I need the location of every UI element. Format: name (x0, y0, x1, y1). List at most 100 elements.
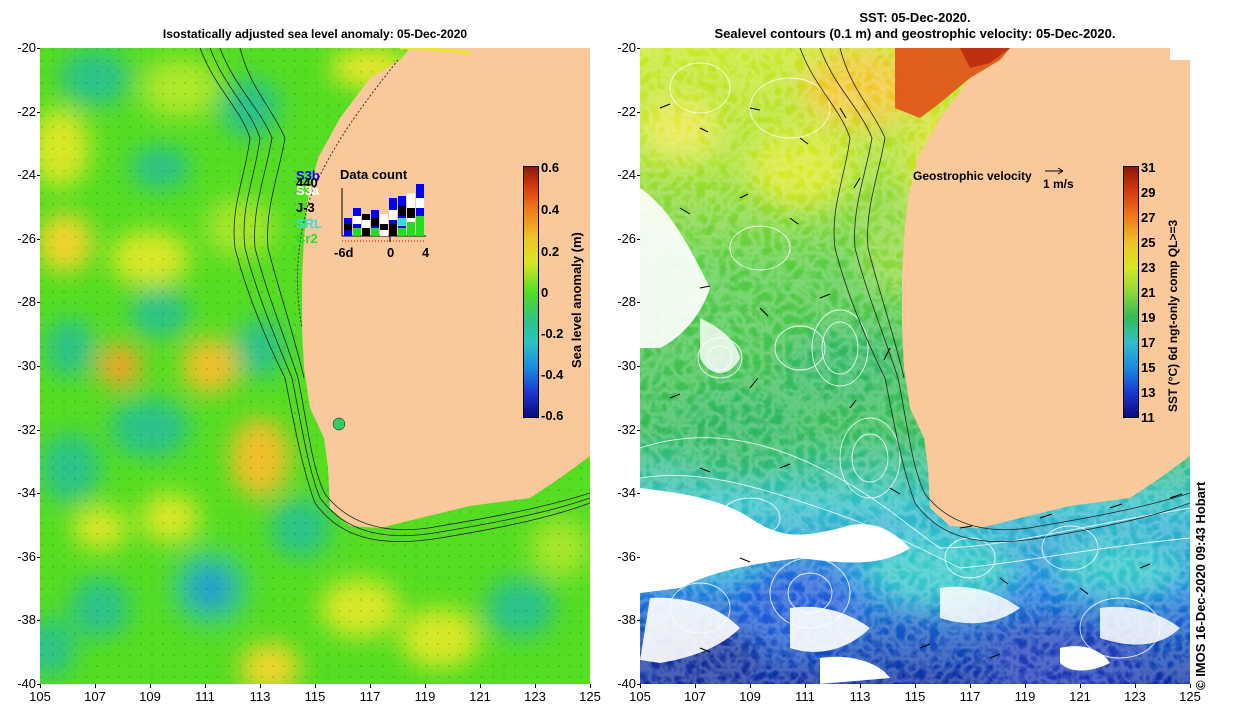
right-lat-tick-label: -20 (617, 40, 636, 55)
data-count-title: Data count (340, 167, 408, 182)
left-lat-tick-label: -34 (17, 485, 36, 501)
right-lat-tick (637, 302, 640, 304)
sla-cbar-tick: 0.4 (541, 202, 560, 217)
sst-cbar-tick: 11 (1141, 410, 1155, 425)
right-lon-tick (1135, 684, 1136, 688)
left-lon-tick (40, 684, 41, 688)
sst-cbar-tick: 25 (1141, 235, 1156, 250)
left-lon-tick (425, 684, 426, 688)
right-lat-tick-label: -30 (617, 358, 636, 373)
left-lat-tick (37, 111, 40, 113)
left-lon-tick (205, 684, 206, 688)
left-lon-tick (150, 684, 151, 688)
data-count-bars (344, 184, 424, 236)
velocity-legend-scale: 1 m/s (1043, 177, 1074, 191)
right-lat-tick-label: -34 (617, 485, 636, 501)
legend-j3: J-3 (296, 200, 315, 215)
right-lon-tick-label: 119 (1014, 689, 1036, 704)
data-count-total: 440 (296, 175, 318, 190)
sst-map-svg (640, 48, 1190, 684)
left-lon-tick-label: 121 (469, 689, 491, 704)
right-lat-tick (637, 493, 640, 495)
tide-gauge-marker (332, 417, 346, 431)
sst-cbar-tick: 15 (1141, 360, 1156, 375)
left-lon-tick (480, 684, 481, 688)
left-lat-tick-label: -22 (17, 103, 36, 119)
sst-cbar-tick: 23 (1141, 260, 1156, 275)
right-lon-tick (640, 684, 641, 688)
left-lat-tick-label: -32 (17, 421, 36, 437)
right-lon-tick-label: 123 (1124, 689, 1146, 704)
sst-cbar-tick: 21 (1141, 285, 1156, 300)
left-lon-tick-label: 111 (195, 689, 215, 704)
sla-cbar-tick: 0 (541, 285, 549, 300)
left-lon-tick-label: 117 (359, 689, 381, 704)
right-lon-tick (1190, 684, 1191, 688)
sst-bathymetry-contours (799, 48, 1190, 543)
right-lat-tick-label: -22 (617, 103, 636, 119)
right-lon-tick-label: 121 (1069, 689, 1091, 704)
right-map-title-line1: SST: 05-Dec-2020. (859, 10, 971, 25)
left-lon-tick-label: 119 (414, 689, 436, 704)
left-lat-tick-label: -36 (17, 548, 36, 564)
left-lat-tick (37, 302, 40, 304)
legend-srl: SRL (296, 216, 322, 231)
legend-cr2: Cr2 (296, 231, 318, 246)
right-lat-tick (637, 684, 640, 685)
right-lat-tick (637, 111, 640, 113)
left-lat-tick-label: -30 (17, 358, 36, 373)
right-lat-tick (637, 620, 640, 622)
sla-land-australia (302, 48, 590, 528)
right-lon-tick (970, 684, 971, 688)
sst-colorbar-label: SST (°C) 6d ngt-only comp QL>=3 (1166, 219, 1180, 412)
left-lon-tick-label: 109 (139, 689, 161, 704)
right-lat-tick (637, 556, 640, 558)
right-lon-tick-label: 113 (849, 689, 871, 704)
data-count-xtick-2: 0 (387, 245, 395, 260)
left-lon-tick-label: 125 (579, 689, 601, 704)
left-lat-tick (37, 493, 40, 495)
geostrophic-velocity-arrows (659, 103, 1183, 659)
left-lat-tick (37, 238, 40, 240)
sla-cbar-tick: -0.4 (541, 367, 564, 382)
data-count-xtick-1: -6d (334, 245, 354, 260)
sst-cbar-tick: 19 (1141, 310, 1156, 325)
right-lat-tick (637, 175, 640, 177)
left-lat-tick (37, 556, 40, 558)
right-lon-tick-label: 105 (629, 689, 651, 704)
sla-map-svg (40, 48, 590, 684)
sla-cbar-tick: -0.6 (541, 408, 564, 423)
sst-land-australia (902, 48, 1190, 528)
right-lon-tick-label: 111 (795, 689, 815, 704)
right-lon-tick-label: 109 (739, 689, 761, 704)
velocity-scale-arrow (1045, 167, 1064, 175)
right-lat-tick-label: -40 (617, 676, 636, 691)
sst-cbar-tick: 29 (1141, 185, 1156, 200)
left-lat-tick (37, 684, 40, 685)
right-lon-tick-label: 115 (904, 689, 926, 704)
sla-cbar-tick: 0.6 (541, 160, 560, 175)
sla-coastal-dotted-line (296, 59, 399, 329)
left-lat-tick (37, 48, 40, 49)
data-count-inset (341, 184, 426, 242)
left-lat-tick-label: -24 (17, 167, 36, 183)
right-lon-tick (1080, 684, 1081, 688)
right-lon-tick-label: 117 (959, 689, 981, 704)
left-lat-tick-label: -38 (17, 612, 36, 628)
right-lon-tick (915, 684, 916, 688)
left-lat-tick (37, 620, 40, 622)
right-lat-tick-label: -24 (617, 167, 636, 183)
sst-colorbar (1123, 166, 1139, 418)
left-lon-tick-label: 113 (249, 689, 271, 704)
right-lon-tick-label: 107 (684, 689, 706, 704)
left-lon-tick (590, 684, 591, 688)
right-map-title-line2: Sealevel contours (0.1 m) and geostrophi… (714, 26, 1116, 41)
left-lon-tick (95, 684, 96, 688)
right-lat-tick-label: -28 (617, 294, 636, 310)
left-lat-tick (37, 429, 40, 431)
sst-hot-coastal-strip (895, 48, 1010, 118)
sst-cbar-tick: 27 (1141, 210, 1156, 225)
velocity-legend-label: Geostrophic velocity (913, 169, 1032, 183)
left-lon-tick (315, 684, 316, 688)
right-lat-tick (637, 429, 640, 431)
